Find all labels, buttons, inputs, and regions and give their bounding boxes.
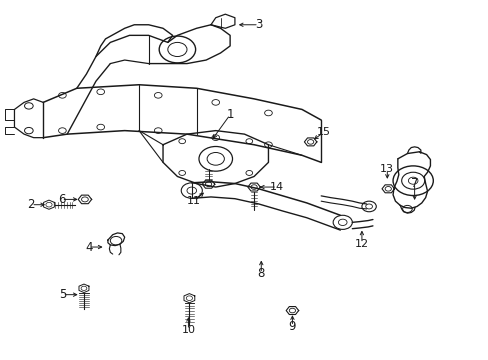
Text: 13: 13 (380, 165, 393, 174)
Text: 7: 7 (410, 177, 418, 190)
Text: 14: 14 (269, 182, 284, 192)
Text: 11: 11 (187, 196, 201, 206)
Text: 1: 1 (226, 108, 233, 121)
Text: 2: 2 (27, 198, 35, 211)
Text: 9: 9 (288, 320, 296, 333)
Text: 15: 15 (316, 127, 330, 138)
Text: 5: 5 (59, 288, 66, 301)
Text: 12: 12 (354, 239, 368, 248)
Text: 4: 4 (85, 240, 92, 253)
Text: 6: 6 (58, 193, 65, 206)
Text: 8: 8 (257, 267, 264, 280)
Text: 3: 3 (255, 18, 262, 31)
Text: 10: 10 (181, 325, 195, 335)
